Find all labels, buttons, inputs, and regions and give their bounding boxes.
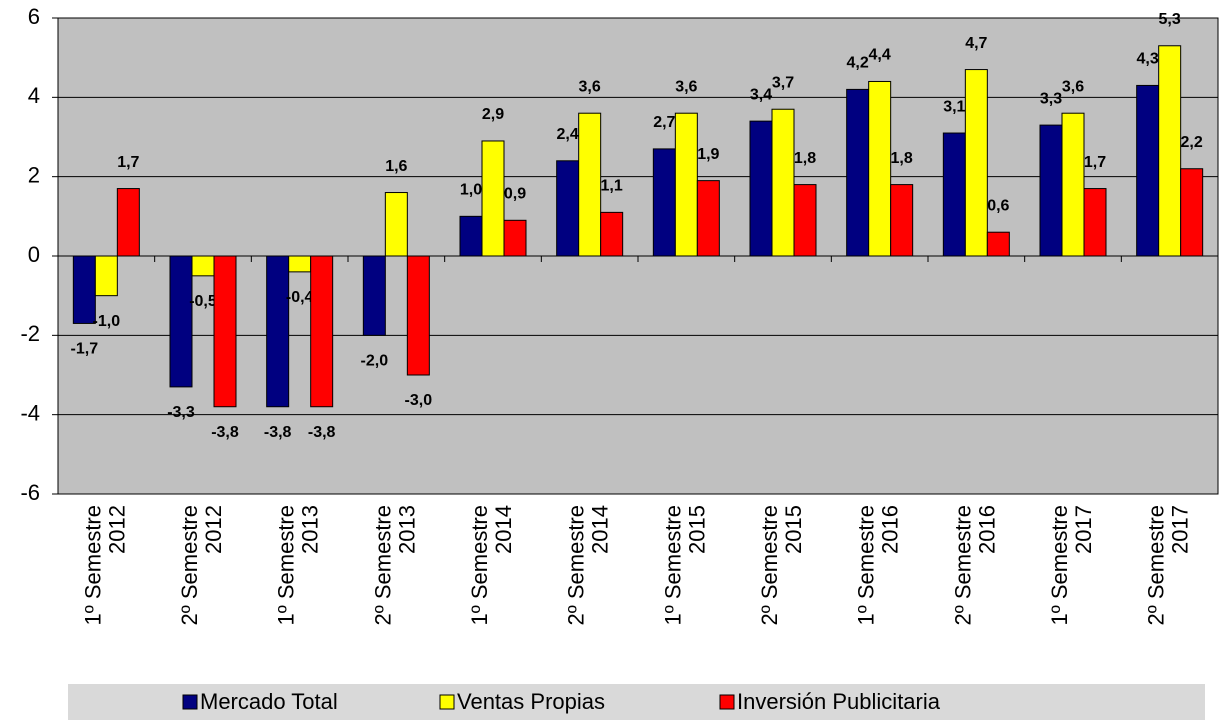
y-tick-label: -4 bbox=[20, 400, 40, 425]
x-tick-label: 1º Semestre2017 bbox=[1047, 505, 1096, 626]
bar bbox=[362, 255, 386, 336]
y-tick-label: -6 bbox=[20, 480, 40, 505]
y-tick-label: 0 bbox=[28, 242, 40, 267]
legend-box bbox=[68, 684, 1205, 720]
bar bbox=[1039, 124, 1063, 257]
bar bbox=[94, 255, 118, 297]
value-label: 1,0 bbox=[460, 182, 482, 199]
bar bbox=[578, 112, 602, 257]
x-tick-label: 2º Semestre2015 bbox=[757, 505, 806, 626]
bar bbox=[406, 255, 430, 376]
x-tick-label: 1º Semestre2013 bbox=[273, 505, 322, 626]
bar bbox=[1061, 112, 1085, 257]
bar bbox=[868, 80, 892, 257]
value-label: 3,6 bbox=[675, 78, 697, 95]
y-tick-label: -2 bbox=[20, 321, 40, 346]
value-label: 1,9 bbox=[697, 146, 719, 163]
bar bbox=[556, 160, 580, 257]
y-tick-label: 2 bbox=[28, 162, 40, 187]
value-label: -1,7 bbox=[71, 341, 99, 358]
value-label: 4,3 bbox=[1137, 51, 1159, 68]
value-label: 4,4 bbox=[869, 47, 891, 64]
x-tick-label: 2º Semestre2014 bbox=[563, 505, 612, 626]
value-label: -2,0 bbox=[361, 353, 389, 370]
value-label: 2,9 bbox=[482, 106, 504, 123]
legend-marker bbox=[719, 694, 735, 710]
bar bbox=[459, 215, 483, 257]
legend-label: Inversión Publicitaria bbox=[737, 689, 941, 714]
bar bbox=[986, 231, 1010, 257]
x-tick-label: 1º Semestre2014 bbox=[467, 505, 516, 626]
legend-marker bbox=[182, 694, 198, 710]
value-label: 5,3 bbox=[1159, 11, 1181, 28]
bar bbox=[1136, 84, 1160, 257]
x-tick-label: 2º Semestre2016 bbox=[950, 505, 999, 626]
value-label: 1,1 bbox=[601, 178, 623, 195]
value-label: -3,8 bbox=[264, 424, 292, 441]
bar bbox=[1083, 188, 1107, 257]
value-label: -0,4 bbox=[286, 289, 314, 306]
value-label: 1,8 bbox=[794, 150, 816, 167]
bar bbox=[652, 148, 676, 257]
value-label: -0,5 bbox=[189, 293, 217, 310]
bar bbox=[749, 120, 773, 257]
legend-label: Ventas Propias bbox=[457, 689, 605, 714]
bar bbox=[288, 255, 312, 273]
value-label: 3,6 bbox=[579, 78, 601, 95]
bar bbox=[310, 255, 334, 408]
value-label: 2,2 bbox=[1181, 134, 1203, 151]
value-label: 3,1 bbox=[943, 98, 965, 115]
value-label: 1,7 bbox=[1084, 154, 1106, 171]
x-tick-label: 1º Semestre2012 bbox=[80, 505, 129, 626]
bar bbox=[116, 188, 140, 257]
value-label: 1,8 bbox=[891, 150, 913, 167]
bar bbox=[793, 184, 817, 257]
value-label: 2,7 bbox=[653, 114, 675, 131]
legend-marker bbox=[439, 694, 455, 710]
legend-label: Mercado Total bbox=[200, 689, 338, 714]
bar bbox=[266, 255, 290, 408]
value-label: 2,4 bbox=[557, 126, 579, 143]
value-label: 0,9 bbox=[504, 186, 526, 203]
y-tick-label: 4 bbox=[28, 83, 40, 108]
bar bbox=[1180, 168, 1204, 257]
bar bbox=[1158, 45, 1182, 257]
bar bbox=[964, 69, 988, 257]
value-label: 3,3 bbox=[1040, 90, 1062, 107]
bar bbox=[384, 192, 408, 257]
value-label: -3,3 bbox=[167, 404, 195, 421]
value-label: 0,6 bbox=[987, 197, 1009, 214]
bar bbox=[503, 219, 527, 257]
value-label: 4,2 bbox=[847, 55, 869, 72]
x-tick-label: 1º Semestre2016 bbox=[853, 505, 902, 626]
x-tick-label: 1º Semestre2015 bbox=[660, 505, 709, 626]
value-label: 3,4 bbox=[750, 86, 772, 103]
bar bbox=[600, 211, 624, 257]
bar bbox=[169, 255, 193, 388]
bar bbox=[846, 88, 870, 257]
x-tick-label: 2º Semestre2017 bbox=[1143, 505, 1192, 626]
x-tick-label: 2º Semestre2012 bbox=[177, 505, 226, 626]
value-label: -1,0 bbox=[93, 313, 121, 330]
x-tick-label: 2º Semestre2013 bbox=[370, 505, 419, 626]
value-label: -3,8 bbox=[211, 424, 239, 441]
value-label: 3,7 bbox=[772, 74, 794, 91]
y-tick-label: 6 bbox=[28, 4, 40, 29]
value-label: 3,6 bbox=[1062, 78, 1084, 95]
bar bbox=[771, 108, 795, 257]
value-label: -3,8 bbox=[308, 424, 336, 441]
value-label: 1,7 bbox=[117, 154, 139, 171]
bar bbox=[481, 140, 505, 257]
value-label: -3,0 bbox=[405, 392, 433, 409]
bar bbox=[213, 255, 237, 408]
bar bbox=[191, 255, 215, 277]
value-label: 1,6 bbox=[385, 158, 407, 175]
bar bbox=[942, 132, 966, 257]
bar bbox=[890, 184, 914, 257]
value-label: 4,7 bbox=[965, 35, 987, 52]
bar bbox=[696, 180, 720, 257]
bar bbox=[674, 112, 698, 257]
